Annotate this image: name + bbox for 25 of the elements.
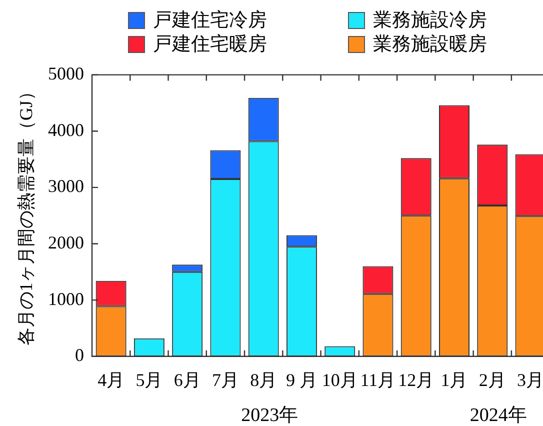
x-tick-label: 10月 — [322, 370, 358, 390]
x-tick-label: 1月 — [440, 370, 468, 390]
x-tick-label: 7月 — [212, 370, 239, 390]
y-axis-title: 各月の1ヶ月間の熱需要量（GJ） — [15, 82, 37, 348]
legend-label: 戸建住宅暖房 — [153, 33, 267, 57]
y-tick-label: 5000 — [48, 64, 84, 84]
y-tick-label: 2000 — [48, 232, 84, 252]
x-tick-label: 2月 — [478, 370, 506, 390]
x-tick-label: 3月 — [517, 370, 543, 390]
y-tick-label: 3000 — [48, 176, 84, 196]
y-tick-label: 4000 — [48, 120, 84, 140]
x-tick-label: 4月 — [98, 370, 125, 390]
text: 2024年 — [470, 404, 527, 426]
text: 2023年 — [241, 404, 298, 426]
legend-label: 業務施設暖房 — [373, 33, 487, 57]
legend-label: 戸建住宅冷房 — [153, 9, 267, 33]
x-tick-label: 5月 — [136, 370, 163, 390]
x-tick-label: 6月 — [174, 370, 201, 390]
x-tick-label: 12月 — [398, 370, 434, 390]
x-tick-label: 9 月 — [286, 370, 318, 390]
y-tick-label: 0 — [75, 345, 84, 366]
x-tick-label: 11月 — [360, 370, 396, 390]
y-tick-label: 1000 — [48, 288, 84, 309]
legend-label: 業務施設冷房 — [373, 9, 487, 33]
x-tick-label: 8月 — [250, 370, 278, 390]
